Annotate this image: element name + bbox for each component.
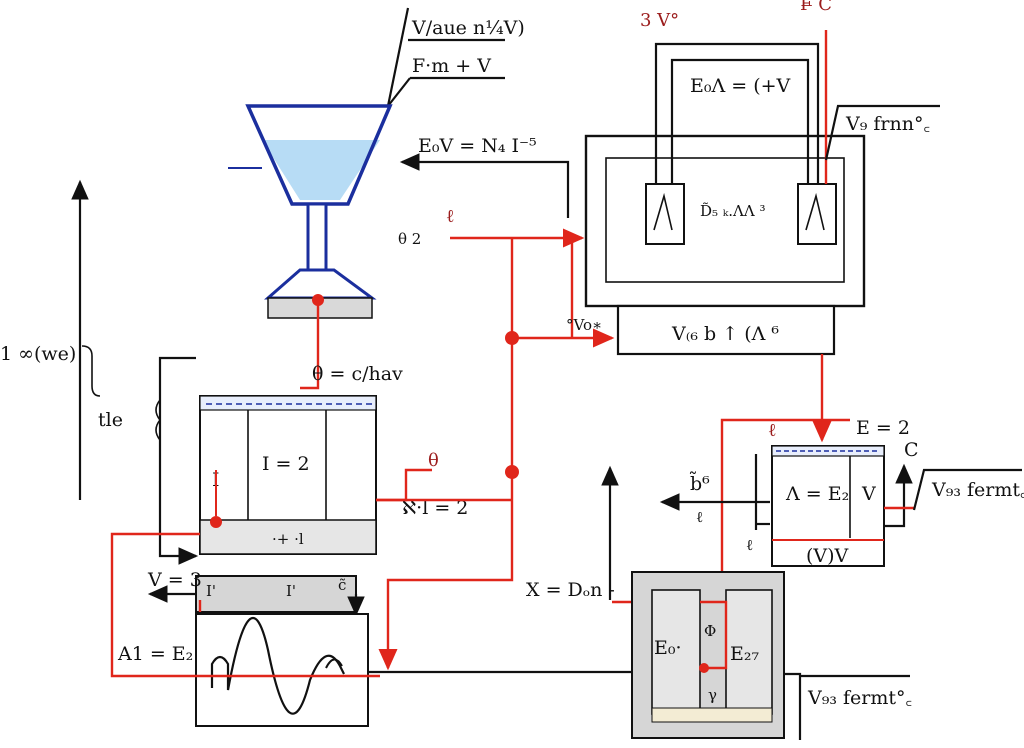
v3-label: V = 3 bbox=[147, 569, 202, 591]
bb-side-label: V₉₃ fermt°꜀ bbox=[807, 687, 912, 709]
node-c-label: ℓ bbox=[446, 206, 455, 227]
top-right-box bbox=[584, 42, 866, 308]
top-header-label-1: V/aue n¼V) bbox=[411, 17, 525, 39]
vessel-wire bbox=[300, 300, 320, 390]
rc-b-label: b̃⁶ bbox=[690, 472, 710, 495]
wave-input-wire bbox=[110, 532, 380, 678]
left-brace-label: 1 ∞(we) bbox=[0, 343, 76, 365]
node-left-label: θ 2 bbox=[398, 230, 421, 248]
right-header-leader bbox=[824, 104, 940, 161]
rect-right-label: V₍₆ b ↑ (Λ ⁶ bbox=[671, 323, 779, 345]
inner-box-label: D̃₅ ₖ.ΛΛ ³ bbox=[700, 202, 766, 220]
rc-side-leader bbox=[912, 468, 1022, 511]
right-header-label: V₉ frnn°꜀ bbox=[845, 113, 930, 135]
x-label: X = Dₒn - bbox=[526, 579, 615, 601]
top-right-label: F̶ C bbox=[800, 0, 832, 15]
panel-right-eq: ℵ·l = 2 bbox=[402, 497, 468, 519]
panel-right-wire bbox=[376, 468, 432, 502]
rc-ell2-label: ℓ bbox=[746, 536, 753, 554]
bus-junction-dot-2 bbox=[505, 465, 519, 479]
top-mid-label: 3 V° bbox=[640, 10, 679, 31]
bb-top-label: Φ bbox=[704, 622, 716, 640]
central-vertical-bus bbox=[378, 238, 514, 671]
bb-right-label: E₂₇ bbox=[730, 643, 759, 665]
bb-gamma-label: γ bbox=[708, 686, 717, 704]
theta-label: θ = c/hav bbox=[312, 363, 403, 385]
sine-wave-icon bbox=[210, 616, 345, 715]
rc-v-label: V bbox=[861, 483, 876, 505]
rc-main-label: Λ = E₂ bbox=[785, 483, 849, 505]
panel-theta-label: θ bbox=[428, 450, 439, 471]
gray-mid-label: I' bbox=[286, 582, 296, 600]
bus-junction-dot-1 bbox=[505, 331, 519, 345]
bb-inner-wire bbox=[700, 600, 728, 670]
top-box-label: E₀Λ = (+V bbox=[690, 75, 791, 97]
left-brace bbox=[81, 345, 101, 397]
funnel-vessel-icon bbox=[228, 104, 393, 319]
rc-bottom-label: (V)V bbox=[806, 545, 849, 567]
panel-bottom-label: ·+ ·l bbox=[272, 530, 304, 548]
bb-junction-dot bbox=[699, 663, 709, 673]
rc-side-label: V₉₃ fermt꜀ bbox=[931, 479, 1024, 501]
bb-side-leader bbox=[784, 672, 802, 740]
ev-arrow bbox=[399, 153, 570, 218]
ev-label: E₀V = N₄ I⁻⁵ bbox=[418, 135, 537, 157]
top-header-label-2: F·m + V bbox=[412, 55, 491, 77]
bb-left-label: E₀· bbox=[654, 637, 682, 659]
vpow-label: °Vo∗ bbox=[566, 316, 602, 334]
a1-label: A1 = E₂ bbox=[117, 643, 193, 665]
panel-eq-label: I = 2 bbox=[262, 453, 310, 475]
panel-junction-dot bbox=[210, 516, 222, 528]
rc-e2-label: E = 2 bbox=[856, 417, 910, 439]
panel-left-bracket bbox=[158, 356, 199, 565]
panel-bracket-squiggle bbox=[155, 399, 162, 441]
side-label: tle bbox=[98, 409, 123, 431]
rc-c1-label: ℓ bbox=[768, 420, 777, 441]
top-header-leaders bbox=[386, 7, 505, 107]
rect-right bbox=[616, 304, 836, 356]
wave-box bbox=[195, 613, 369, 727]
rc-top-wire bbox=[720, 418, 850, 602]
gray-bar bbox=[195, 575, 357, 613]
left-panel bbox=[199, 395, 377, 555]
rc-ell-label: ℓ bbox=[696, 508, 703, 526]
right-center-component bbox=[771, 445, 885, 567]
gray-left-label: I' bbox=[206, 582, 216, 600]
gray-right-label: c̃ bbox=[338, 576, 346, 594]
rc-c2-label: C bbox=[904, 439, 919, 461]
bottom-right-box bbox=[631, 571, 785, 739]
